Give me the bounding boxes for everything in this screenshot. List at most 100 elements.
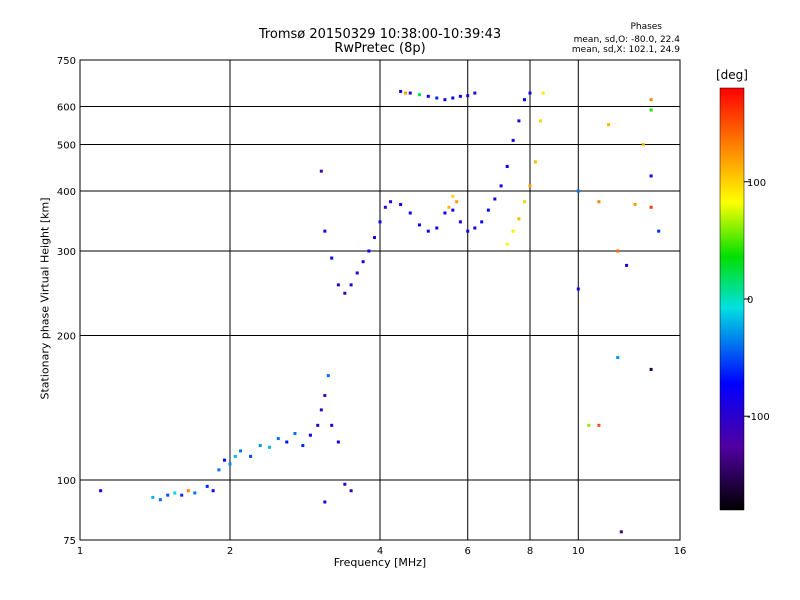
colorbar-tick-label: 100: [747, 178, 766, 189]
data-point: [649, 108, 653, 112]
data-point: [293, 432, 297, 436]
data-point: [539, 119, 543, 123]
colorbar-tick-label: -100: [747, 412, 770, 423]
data-point: [308, 433, 312, 437]
data-point: [383, 205, 387, 209]
data-point: [399, 89, 403, 93]
data-point: [399, 202, 403, 206]
data-point: [228, 462, 232, 466]
data-point: [473, 91, 477, 95]
data-point: [493, 197, 497, 201]
colorbar-tick-label: 0: [747, 295, 753, 306]
y-tick-label: 100: [57, 476, 76, 487]
y-tick-label: 750: [57, 56, 76, 67]
data-point: [451, 96, 455, 100]
data-point: [343, 482, 347, 486]
data-point: [505, 242, 509, 246]
data-point: [511, 229, 515, 233]
data-point: [528, 91, 532, 95]
data-point: [576, 287, 580, 291]
data-point: [217, 468, 221, 472]
y-tick-label: 400: [57, 187, 76, 198]
data-point: [330, 423, 334, 427]
data-point: [389, 200, 393, 204]
x-tick-label: 8: [527, 546, 533, 557]
data-point: [180, 493, 184, 497]
data-point: [336, 440, 340, 444]
data-point: [649, 174, 653, 178]
axis-ticks: 1 2 4 6 8 10 16 75 100 200 300 400 500 600 750: [57, 56, 686, 557]
x-tick-label: 10: [572, 546, 585, 557]
data-point: [447, 205, 451, 209]
data-point: [511, 138, 515, 142]
x-axis-label: Frequency [MHz]: [333, 556, 427, 569]
data-point: [649, 205, 653, 209]
data-point: [408, 211, 412, 215]
x-tick-label: 16: [674, 546, 687, 557]
data-point: [426, 229, 430, 233]
data-point: [249, 454, 253, 458]
data-point: [455, 200, 459, 204]
data-point: [523, 98, 527, 102]
data-point: [276, 437, 280, 441]
data-point: [616, 355, 620, 359]
data-point: [625, 263, 629, 267]
data-point: [408, 91, 412, 95]
data-point: [486, 208, 490, 212]
data-point: [649, 98, 653, 102]
data-point: [326, 374, 330, 378]
data-point: [517, 217, 521, 221]
data-point: [336, 283, 340, 287]
data-point: [458, 94, 462, 98]
data-point: [466, 94, 470, 98]
data-point: [258, 444, 262, 448]
data-point: [151, 495, 155, 499]
data-point: [316, 423, 320, 427]
data-point: [451, 208, 455, 212]
data-points: [99, 89, 661, 534]
stats-heading: Phases: [630, 22, 662, 32]
y-tick-label: 600: [57, 103, 76, 114]
data-point: [505, 164, 509, 168]
data-point: [528, 184, 532, 188]
stats-x-line: mean, sd,X: 102.1, 24.9: [571, 45, 680, 55]
data-point: [435, 96, 439, 100]
data-point: [587, 423, 591, 427]
data-point: [657, 229, 661, 233]
data-point: [158, 498, 162, 502]
data-point: [533, 160, 537, 164]
data-point: [223, 458, 227, 462]
x-tick-label: 1: [77, 546, 83, 557]
data-point: [426, 94, 430, 98]
data-point: [633, 202, 637, 206]
data-point: [576, 189, 580, 193]
data-point: [319, 169, 323, 173]
data-point: [443, 98, 447, 102]
grid-lines: [80, 60, 680, 540]
data-point: [403, 91, 407, 95]
data-point: [99, 489, 103, 493]
data-point: [649, 367, 653, 371]
data-point: [451, 194, 455, 198]
data-point: [285, 440, 289, 444]
data-point: [166, 493, 170, 497]
data-point: [473, 226, 477, 230]
stats-o-line: mean, sd,O: -80.0, 22.4: [573, 35, 680, 45]
chart-subtitle: RwPretec (8p): [334, 41, 426, 56]
data-point: [330, 256, 334, 260]
y-tick-label: 75: [63, 536, 76, 547]
data-point: [267, 445, 271, 449]
data-point: [205, 484, 209, 488]
data-point: [435, 226, 439, 230]
data-point: [597, 200, 601, 204]
y-tick-label: 200: [57, 332, 76, 343]
chart-title: Tromsø 20150329 10:38:00-10:39:43: [258, 27, 502, 42]
data-point: [607, 123, 611, 127]
colorbar: [719, 87, 745, 511]
data-point: [319, 408, 323, 412]
data-point: [597, 423, 601, 427]
colorbar-label: [deg]: [716, 68, 748, 82]
colorbar-ticks: 100 0 -100: [744, 178, 770, 423]
data-point: [301, 444, 305, 448]
data-point: [466, 229, 470, 233]
